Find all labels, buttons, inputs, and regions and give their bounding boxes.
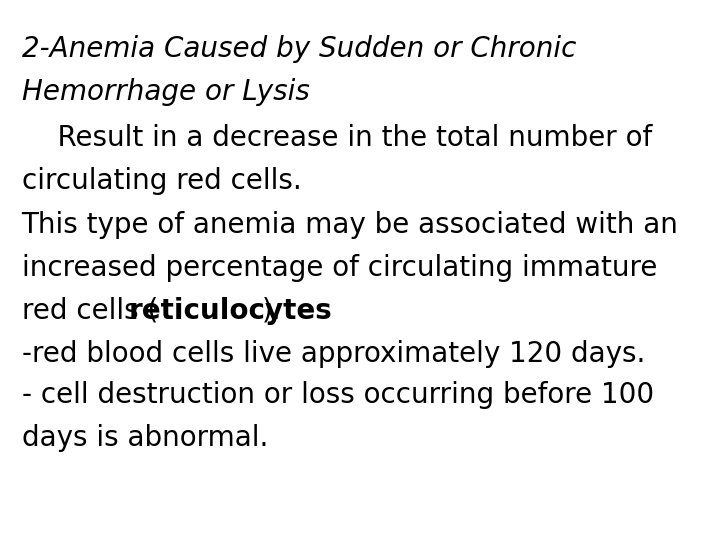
Text: days is abnormal.: days is abnormal. [22, 424, 268, 452]
Text: ).: ). [262, 297, 282, 325]
Text: Result in a decrease in the total number of: Result in a decrease in the total number… [22, 124, 652, 152]
Text: increased percentage of circulating immature: increased percentage of circulating imma… [22, 254, 657, 282]
Text: Hemorrhage or Lysis: Hemorrhage or Lysis [22, 78, 310, 106]
Text: This type of anemia may be associated with an: This type of anemia may be associated wi… [22, 211, 678, 239]
Text: red cells (: red cells ( [22, 297, 158, 325]
Text: reticulocytes: reticulocytes [129, 297, 333, 325]
Text: -red blood cells live approximately 120 days.: -red blood cells live approximately 120 … [22, 340, 645, 368]
Text: circulating red cells.: circulating red cells. [22, 167, 302, 195]
Text: 2-Anemia Caused by Sudden or Chronic: 2-Anemia Caused by Sudden or Chronic [22, 35, 576, 63]
Text: - cell destruction or loss occurring before 100: - cell destruction or loss occurring bef… [22, 381, 654, 409]
